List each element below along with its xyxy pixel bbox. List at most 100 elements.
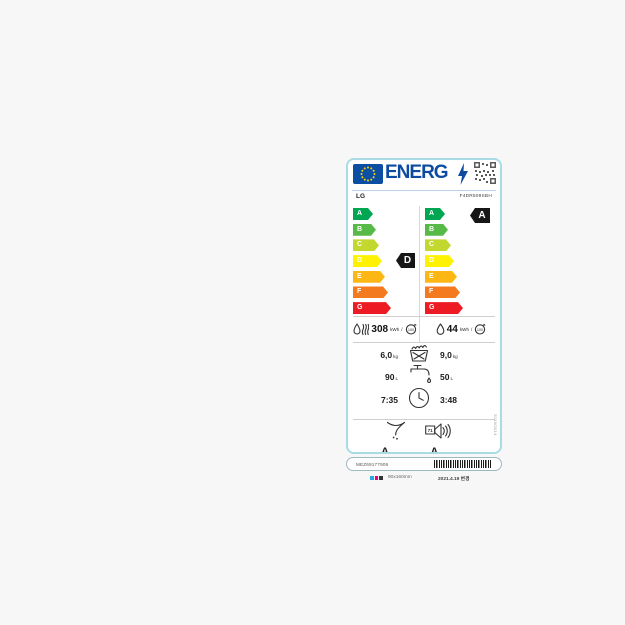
class-letter: D	[429, 257, 435, 265]
class-f-arrow: F	[353, 286, 388, 298]
per-value: 100	[407, 328, 413, 332]
divider	[353, 419, 495, 420]
capacity-icon	[409, 344, 429, 362]
scale-row: G	[353, 302, 413, 318]
class-c-arrow: C	[425, 239, 451, 251]
class-letter: D	[357, 257, 363, 265]
color-mark-magenta	[374, 476, 378, 480]
class-letter: F	[357, 288, 362, 296]
scale-row: A	[425, 208, 485, 224]
print-info-row: 90x160mm 2021.4.19 변경	[346, 475, 502, 483]
capacity-row: 6,0kg 9,0kg	[354, 344, 484, 366]
supplier-row: LG F4DR509SBH	[356, 193, 492, 202]
duration-row: 7:35 3:48	[354, 387, 484, 411]
spin-efficiency-icon	[386, 421, 406, 440]
class-c-arrow: C	[353, 239, 379, 251]
scale-row: E	[425, 271, 485, 287]
class-letter: E	[357, 272, 362, 280]
complete-duration: 7:35	[380, 395, 398, 405]
complete-capacity: 6,0kg	[354, 350, 398, 360]
class-letter: F	[429, 288, 434, 296]
noise-class-scale: BCD	[438, 452, 449, 454]
capacity-unit: kg	[393, 354, 398, 359]
class-letter: B	[357, 225, 363, 233]
wash-dry-cycle-icon	[353, 322, 370, 335]
slash: /	[471, 326, 473, 332]
energy-value: 308	[371, 323, 389, 335]
scale-row: D	[425, 255, 485, 271]
water-value: 50	[440, 372, 450, 382]
scale-row: A	[353, 208, 413, 224]
scale-row: B	[353, 224, 413, 240]
class-letter: G	[357, 304, 363, 312]
class-letter: A	[429, 210, 435, 217]
class-b-arrow: B	[353, 224, 376, 236]
scale-row: F	[353, 286, 413, 302]
scale-row: G	[425, 302, 485, 318]
water-value: 90	[384, 372, 395, 382]
lightning-icon	[458, 163, 468, 185]
noise-icon: 71	[425, 423, 451, 439]
class-e-arrow: E	[425, 271, 457, 283]
scale-row: E	[353, 271, 413, 287]
washing-duration: 3:48	[440, 395, 458, 405]
complete-cycle-scale: A B C D E F G	[353, 208, 413, 318]
revision-date: 2021.4.19 변경	[438, 477, 470, 482]
wash-cycle-icon	[436, 322, 445, 335]
color-registration-marks	[370, 476, 383, 480]
capacity-value: 9,0	[440, 350, 452, 360]
regulation-reference: 2019/2014	[493, 414, 498, 436]
capacity-value: 6,0	[380, 350, 393, 360]
color-mark-cyan	[370, 476, 374, 480]
spin-class-letter: A	[380, 446, 389, 454]
class-letter: C	[429, 241, 435, 249]
scale-row: D	[353, 255, 413, 271]
label-dimensions: 90x160mm	[388, 475, 412, 480]
washing-cycle-rating-tag: A	[470, 208, 490, 223]
column-divider	[419, 206, 420, 342]
part-number-strip: MEZ69177906	[346, 457, 502, 471]
energ-title: ENERG	[385, 162, 449, 183]
complete-cycle-energy: 308 kWh / 100	[352, 318, 418, 340]
class-letter: E	[429, 272, 434, 280]
class-b-arrow: B	[425, 224, 448, 236]
energy-unit: kWh	[459, 326, 470, 332]
class-letter: A	[357, 210, 363, 217]
water-icon-wrap	[398, 364, 440, 390]
divider	[353, 316, 495, 317]
clock-icon	[408, 387, 430, 408]
model-identifier: F4DR509SBH	[459, 194, 492, 199]
class-a-arrow: A	[425, 208, 445, 220]
class-d-arrow: D	[353, 255, 382, 267]
washing-water: 50L	[440, 372, 484, 382]
scale-row: C	[425, 239, 485, 255]
scale-row: F	[425, 286, 485, 302]
washing-capacity: 9,0kg	[440, 350, 484, 360]
complete-water: 90L	[354, 372, 398, 382]
divider	[353, 342, 495, 343]
class-f-arrow: F	[425, 286, 460, 298]
class-d-arrow: D	[425, 255, 454, 267]
scale-row: B	[425, 224, 485, 240]
scale-row: C	[353, 239, 413, 255]
color-mark-black	[379, 476, 383, 480]
header-divider	[352, 190, 496, 191]
class-g-arrow: G	[353, 302, 391, 314]
complete-cycle-rating-tag: D	[396, 253, 415, 268]
barcode	[434, 460, 492, 468]
washing-cycle-scale: A B C D E F G	[425, 208, 485, 318]
class-e-arrow: E	[353, 271, 385, 283]
energy-label: ENERG LG F4DR509SBH A B C D E F	[346, 158, 502, 454]
energy-unit: kWh	[390, 326, 400, 332]
class-g-arrow: G	[425, 302, 463, 314]
washing-cycle-energy: 44 kWh / 100	[424, 318, 498, 340]
slash: /	[401, 326, 403, 332]
class-letter: G	[429, 304, 435, 312]
qr-code	[474, 162, 496, 184]
eu-flag-icon	[353, 164, 383, 184]
part-number: MEZ69177906	[356, 461, 389, 467]
